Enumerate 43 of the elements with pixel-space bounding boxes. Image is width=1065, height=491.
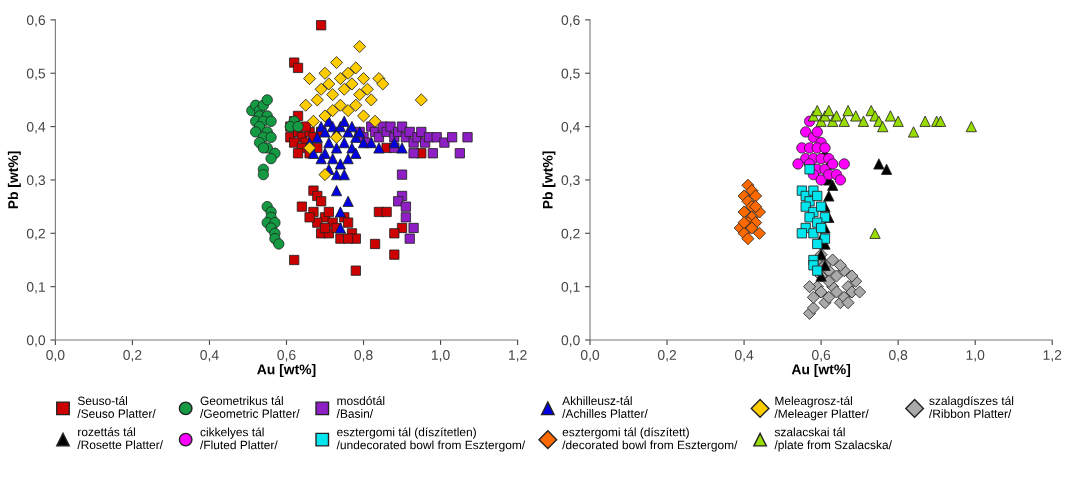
y-tick-label: 0,6 xyxy=(561,15,580,27)
y-tick-label: 0,5 xyxy=(561,68,580,81)
y-axis-title: Pb [wt%] xyxy=(7,151,21,209)
y-tick-label: 0,3 xyxy=(561,175,580,187)
x-tick-label: 0,2 xyxy=(657,350,676,362)
y-tick-label: 0,0 xyxy=(561,335,580,347)
x-tick-label: 0,2 xyxy=(123,350,142,362)
legend-label: Meleagrosz-tál /Meleager Platter/ xyxy=(774,396,869,421)
x-tick-label: 1,2 xyxy=(1043,350,1062,362)
y-tick-label: 0,2 xyxy=(561,228,580,241)
legend-label: Akhilleusz-tál /Achilles Platter/ xyxy=(562,396,648,418)
x-axis-title: Au [wt%] xyxy=(791,364,851,378)
y-tick-label: 0,4 xyxy=(561,121,580,134)
legend-label: mosdótál /Basin/ xyxy=(336,396,385,418)
x-tick-label: 0,4 xyxy=(734,350,754,362)
y-tick-label: 0,1 xyxy=(26,282,45,294)
legend-label: Geometrikus tál /Geometric Platter/ xyxy=(200,396,300,418)
legend-label: rozettás tál /Rosette Platter/ xyxy=(77,427,163,450)
legend-label: szalacskai tál /plate from Szalacska/ xyxy=(774,427,892,452)
x-tick-label: 1,2 xyxy=(509,350,527,362)
legend-label: esztergomi tál (díszítetlen) /undecorated bowl from Esztergom/ xyxy=(336,427,526,452)
x-tick-label: 0,0 xyxy=(46,350,65,362)
x-tick-label: 0,8 xyxy=(354,350,373,362)
legend-label: Seuso-tál /Seuso Platter/ xyxy=(77,396,156,418)
y-axis-title: Pb [wt%] xyxy=(542,151,556,209)
legend-label: cikkelyes tál /Fluted Platter/ xyxy=(200,427,278,450)
x-axis-title: Au [wt%] xyxy=(257,364,316,378)
y-tick-label: 0,6 xyxy=(26,15,46,27)
x-tick-label: 0,6 xyxy=(812,350,831,362)
y-tick-label: 0,4 xyxy=(26,121,46,134)
x-tick-label: 0,8 xyxy=(889,350,908,362)
x-tick-label: 0,6 xyxy=(277,350,296,362)
y-tick-label: 0,2 xyxy=(26,228,45,241)
x-tick-label: 1,0 xyxy=(966,350,985,362)
y-tick-label: 0,5 xyxy=(26,68,46,81)
legend-label: esztergomi tál (díszített) /decorated bowl from Esztergom/ xyxy=(562,427,738,452)
y-tick-label: 0,0 xyxy=(26,335,46,347)
x-tick-label: 0,4 xyxy=(200,350,219,362)
legend-label: szalagdíszes tál /Ribbon Platter/ xyxy=(928,396,1014,418)
y-tick-label: 0,3 xyxy=(26,175,46,187)
y-tick-label: 0,1 xyxy=(561,282,580,294)
x-tick-label: 0,0 xyxy=(580,350,600,362)
x-tick-label: 1,0 xyxy=(431,350,450,362)
